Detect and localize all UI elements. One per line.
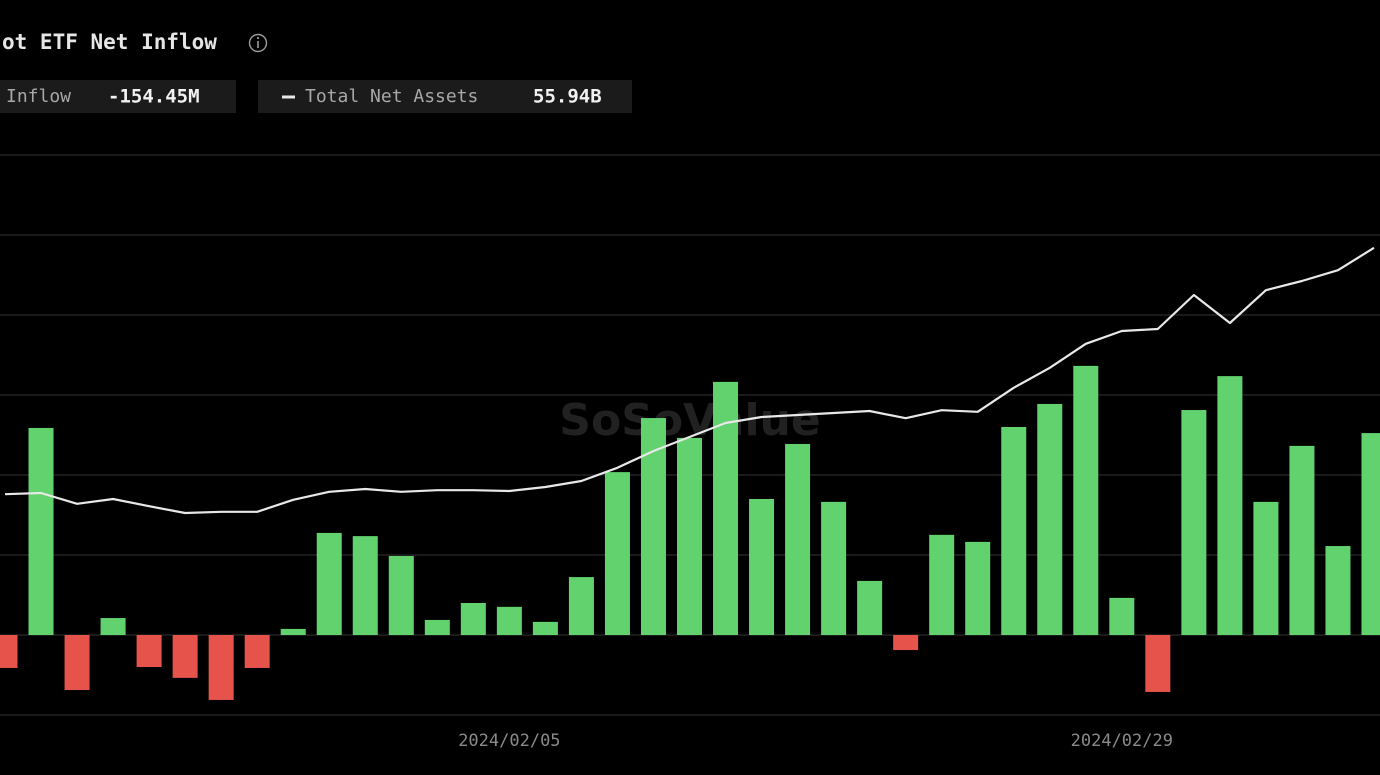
bar	[1253, 501, 1279, 635]
bar	[1073, 365, 1099, 635]
bar	[1289, 445, 1315, 635]
bar	[64, 635, 90, 691]
bar	[893, 635, 919, 651]
bar	[749, 499, 775, 635]
x-tick-label: 2024/02/05	[458, 731, 560, 751]
bar	[1037, 403, 1063, 635]
bar	[244, 635, 270, 668]
chart-title: ot ETF Net Inflow	[2, 30, 217, 54]
bar	[568, 577, 594, 635]
bar	[1145, 635, 1171, 692]
info-icon-dot	[256, 36, 260, 40]
x-tick-label: 2024/02/29	[1071, 731, 1173, 751]
bar	[821, 501, 847, 635]
bar	[1217, 376, 1243, 635]
plot	[0, 246, 1380, 700]
bar	[713, 381, 739, 635]
line	[4, 246, 1375, 515]
bar	[496, 606, 522, 635]
bar	[388, 555, 414, 635]
bar	[857, 580, 883, 635]
bar	[1109, 597, 1135, 635]
bar	[1325, 546, 1351, 635]
bar	[280, 628, 306, 635]
bar	[1361, 433, 1380, 635]
info-icon[interactable]	[248, 33, 268, 53]
bar	[208, 635, 234, 700]
legend-value: -154.45M	[108, 86, 200, 108]
bar	[604, 472, 630, 635]
legend-value: 55.94B	[533, 86, 602, 108]
bar	[100, 618, 126, 635]
legend-label: Inflow	[6, 86, 71, 107]
bar	[460, 603, 486, 635]
bar	[965, 541, 991, 635]
bar	[532, 621, 558, 635]
bar	[677, 437, 702, 635]
bar	[0, 635, 18, 668]
legend-box[interactable]	[258, 80, 632, 113]
legend-label: Total Net Assets	[305, 86, 478, 107]
bar	[785, 443, 811, 635]
bar	[424, 619, 450, 635]
legend-box[interactable]	[0, 80, 236, 113]
bar	[1181, 410, 1207, 635]
bar	[316, 532, 342, 635]
bar	[172, 635, 198, 678]
bar	[1001, 427, 1027, 635]
bar	[352, 536, 378, 635]
bar	[136, 635, 162, 667]
bar	[929, 534, 955, 635]
bar	[28, 427, 54, 635]
info-icon-circle	[248, 33, 268, 53]
